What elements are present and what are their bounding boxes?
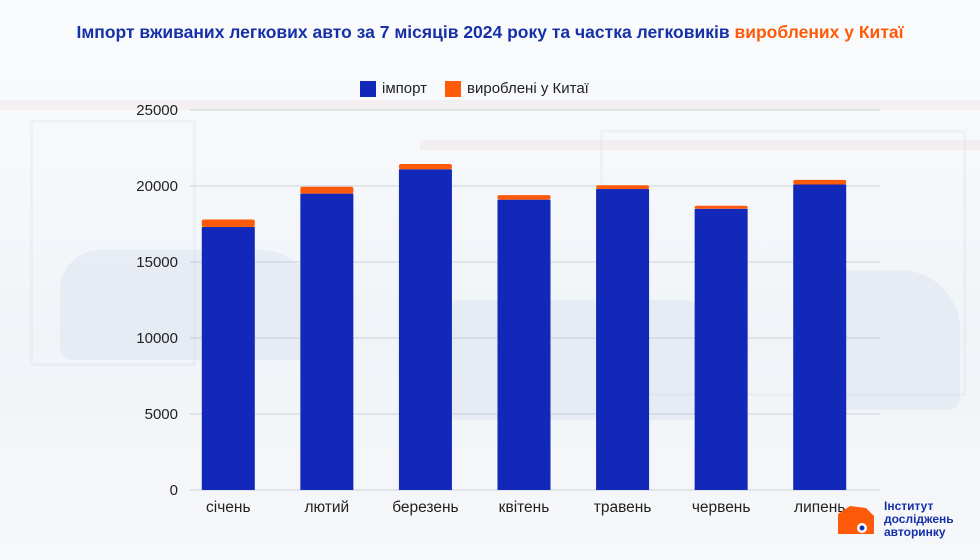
chart-title-main: Імпорт вживаних легкових авто за 7 місяц… (76, 22, 730, 42)
bar-import-липень (793, 184, 847, 491)
chart-title: Імпорт вживаних легкових авто за 7 місяц… (0, 22, 980, 43)
x-tick-label: березень (392, 499, 458, 516)
bar-import-січень (201, 227, 255, 491)
legend-item-import: імпорт (360, 80, 427, 97)
legend-label-import: імпорт (382, 80, 427, 97)
legend-swatch-china (445, 80, 461, 97)
logo-line-2: досліджень (884, 512, 954, 526)
bar-china-січень (201, 219, 255, 228)
x-tick-label: лютий (304, 499, 349, 516)
x-tick-label: січень (206, 499, 251, 516)
bar-import-травень (596, 189, 650, 491)
bar-import-квітень (497, 199, 551, 490)
y-tick-label: 10000 (136, 330, 178, 347)
legend-swatch-import (360, 80, 376, 97)
bar-china-травень (596, 185, 650, 190)
logo-line-1: Інститут (884, 499, 934, 513)
bar-china-квітень (497, 195, 551, 200)
institute-logo: Інститут досліджень авторинку (836, 500, 954, 539)
x-tick-label: травень (594, 499, 652, 516)
x-tick-label: квітень (499, 499, 550, 516)
bar-china-лютий (300, 186, 354, 194)
y-tick-label: 5000 (145, 406, 178, 423)
bar-china-липень (793, 179, 847, 185)
y-tick-label: 15000 (136, 254, 178, 271)
logo-mark-icon (836, 502, 876, 538)
bar-import-червень (694, 208, 748, 491)
chart-legend: імпорт вироблені у Китаї (360, 80, 589, 97)
logo-line-3: авторинку (884, 525, 946, 539)
bar-import-лютий (300, 193, 354, 490)
legend-item-china: вироблені у Китаї (445, 80, 589, 97)
legend-label-china: вироблені у Китаї (467, 80, 589, 97)
y-tick-label: 0 (170, 482, 178, 499)
y-tick-label: 25000 (136, 102, 178, 119)
chart-title-highlight: вироблених у Китаї (734, 22, 904, 42)
y-tick-label: 20000 (136, 178, 178, 195)
bar-china-березень (398, 163, 452, 170)
bar-china-червень (694, 205, 748, 209)
x-tick-label: липень (794, 499, 845, 516)
bar-import-березень (398, 169, 452, 490)
x-tick-label: червень (692, 499, 751, 516)
